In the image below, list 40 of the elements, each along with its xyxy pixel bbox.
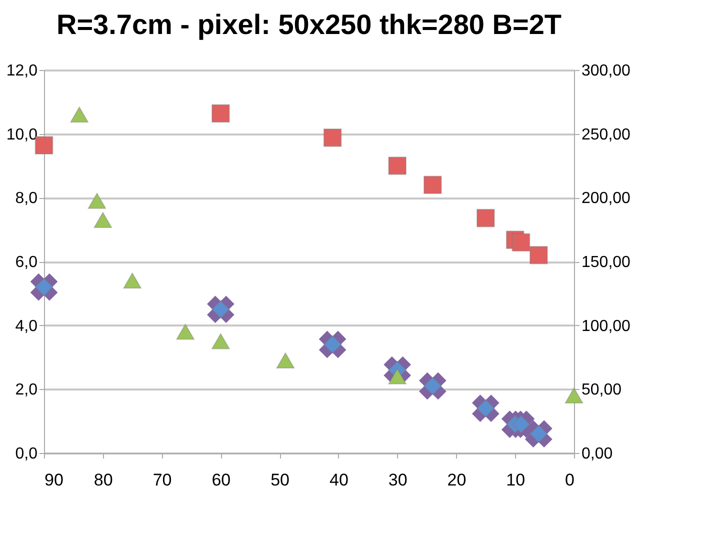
x-tick-label: 40 [329, 470, 348, 490]
x-tick-label: 0 [565, 470, 574, 490]
point [276, 352, 295, 368]
x-tick-label: 50 [270, 470, 290, 490]
y2-tick-label: 300,00 [582, 62, 631, 80]
y-tick-label: 0,0 [15, 446, 38, 462]
x-tick-label: 70 [152, 470, 172, 490]
x-tick-label: 30 [388, 470, 408, 490]
y-tick-label: 2,0 [15, 382, 38, 399]
y-tick-label: 10,0 [6, 126, 38, 144]
point [512, 233, 530, 252]
y-tick-label: 8,0 [15, 190, 38, 208]
chart-title: R=3.7cm - pixel: 50x250 thk=280 B=2T [56, 9, 562, 40]
point [70, 106, 88, 123]
y-tick-label: 12,0 [6, 62, 38, 80]
x-tick-label: 60 [212, 470, 231, 490]
x-tick-label: 20 [447, 470, 466, 490]
y-tick-label: 4,0 [15, 318, 38, 335]
point [424, 176, 442, 194]
x-tick-label: 10 [506, 470, 526, 490]
point [176, 324, 194, 340]
x-tick-label: 90 [44, 470, 64, 490]
point [476, 208, 495, 228]
y2-tick-label: 250,00 [582, 126, 631, 144]
y2-tick-label: 200,00 [582, 190, 631, 208]
point [388, 156, 406, 175]
y-tick-label: 6,0 [15, 254, 38, 271]
point [123, 272, 142, 289]
y2-tick-label: 100,00 [582, 318, 631, 335]
point [88, 192, 106, 209]
point [323, 128, 342, 147]
y2-tick-label: 50,00 [582, 382, 622, 399]
point [94, 212, 112, 228]
point [564, 388, 584, 404]
x-tick-label: 80 [94, 470, 113, 490]
point [530, 246, 548, 264]
point [212, 333, 230, 350]
y2-tick-label: 0,00 [582, 446, 613, 462]
y2-tick-label: 150,00 [582, 254, 631, 271]
point [212, 104, 230, 123]
